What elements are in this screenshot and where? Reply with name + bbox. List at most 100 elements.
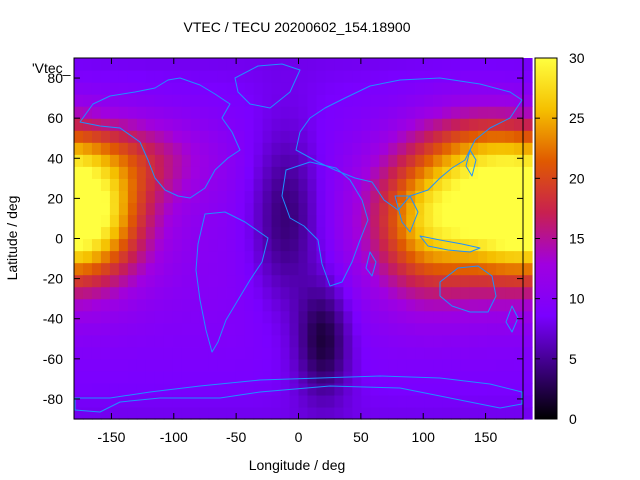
heatmap-cell	[298, 154, 309, 167]
heatmap-cell	[91, 106, 102, 119]
heatmap-cell	[217, 58, 228, 71]
heatmap-cell	[118, 238, 129, 252]
heatmap-cell	[244, 226, 255, 240]
heatmap-cell	[325, 334, 336, 348]
heatmap-cell	[379, 286, 389, 300]
heatmap-cell	[163, 154, 174, 167]
heatmap-cell	[469, 130, 479, 143]
heatmap-cell	[217, 154, 228, 167]
heatmap-cell	[388, 226, 398, 240]
heatmap-cell	[82, 286, 93, 300]
heatmap-cell	[388, 190, 398, 203]
heatmap-cell	[469, 370, 479, 384]
heatmap-cell	[100, 94, 111, 107]
heatmap-cell	[190, 82, 201, 95]
heatmap-cell	[199, 94, 210, 107]
heatmap-cell	[271, 250, 282, 264]
heatmap-cell	[280, 94, 291, 107]
heatmap-cell	[217, 130, 228, 143]
heatmap-cell	[451, 310, 461, 324]
heatmap-cell	[451, 250, 461, 264]
heatmap-cell	[514, 346, 524, 360]
heatmap-cell	[325, 346, 336, 360]
heatmap-cell	[388, 178, 398, 191]
heatmap-cell	[307, 190, 318, 203]
heatmap-cell	[316, 142, 327, 155]
heatmap-cell	[415, 142, 425, 155]
heatmap-cell	[361, 274, 371, 288]
heatmap-cell	[424, 250, 434, 264]
heatmap-cell	[397, 406, 407, 420]
y-tick-label: 40	[47, 150, 63, 166]
heatmap-cell	[280, 82, 291, 95]
heatmap-cell	[208, 322, 219, 336]
heatmap-cell	[406, 406, 416, 420]
heatmap-cell	[325, 94, 336, 107]
heatmap-cell	[325, 130, 336, 143]
heatmap-cell	[190, 334, 201, 348]
heatmap-cell	[451, 238, 461, 252]
heatmap-cell	[397, 226, 407, 240]
heatmap-cell	[244, 142, 255, 155]
heatmap-cell	[406, 82, 416, 95]
heatmap-cell	[118, 178, 129, 191]
heatmap-cell	[190, 70, 201, 83]
heatmap-cell	[478, 58, 488, 71]
heatmap-cell	[370, 310, 380, 324]
heatmap-cell	[415, 130, 425, 143]
heatmap-cell	[181, 406, 192, 420]
heatmap-cell	[487, 370, 497, 384]
heatmap-cell	[253, 346, 264, 360]
heatmap-cell	[505, 190, 515, 203]
heatmap-cell	[415, 58, 425, 71]
heatmap-cell	[253, 118, 264, 131]
heatmap-cell	[127, 370, 138, 384]
coastline	[74, 63, 523, 413]
heatmap-cell	[469, 154, 479, 167]
heatmap-cell	[415, 166, 425, 179]
heatmap-cell	[514, 106, 524, 119]
heatmap-cell	[136, 262, 147, 276]
heatmap-cell	[136, 394, 147, 408]
heatmap-cell	[244, 70, 255, 83]
heatmap-cell	[280, 370, 291, 384]
heatmap-cell	[460, 262, 470, 276]
heatmap-cell	[289, 262, 300, 276]
heatmap-cell	[289, 58, 300, 71]
heatmap-cell	[145, 70, 156, 83]
heatmap-cell	[226, 358, 237, 372]
heatmap-cell	[253, 310, 264, 324]
heatmap-cell	[451, 82, 461, 95]
heatmap-cell	[505, 82, 515, 95]
heatmap-cell	[397, 202, 407, 216]
heatmap-cell	[397, 274, 407, 288]
heatmap-cell	[370, 226, 380, 240]
heatmap-cell	[109, 394, 120, 408]
heatmap-cell	[181, 382, 192, 396]
heatmap-cell	[316, 382, 327, 396]
heatmap-cell	[181, 394, 192, 408]
heatmap-cell	[442, 286, 452, 300]
heatmap-cell	[523, 142, 533, 155]
heatmap-cell	[181, 58, 192, 71]
heatmap-cell	[451, 322, 461, 336]
heatmap-cell	[469, 70, 479, 83]
heatmap-cell	[100, 286, 111, 300]
heatmap-cell	[460, 298, 470, 312]
heatmap-cell	[172, 310, 183, 324]
heatmap-cell	[217, 310, 228, 324]
heatmap-cell	[289, 226, 300, 240]
heatmap-cell	[460, 82, 470, 95]
heatmap-cell	[199, 322, 210, 336]
heatmap-cell	[74, 118, 84, 131]
heatmap-cell	[460, 190, 470, 203]
heatmap-cell	[415, 274, 425, 288]
heatmap-cell	[442, 154, 452, 167]
heatmap-cell	[127, 358, 138, 372]
heatmap-cell	[262, 58, 273, 71]
heatmap-cell	[235, 190, 246, 203]
heatmap-cell	[316, 226, 327, 240]
heatmap-cell	[271, 298, 282, 312]
heatmap-cell	[127, 166, 138, 179]
heatmap-cell	[100, 178, 111, 191]
